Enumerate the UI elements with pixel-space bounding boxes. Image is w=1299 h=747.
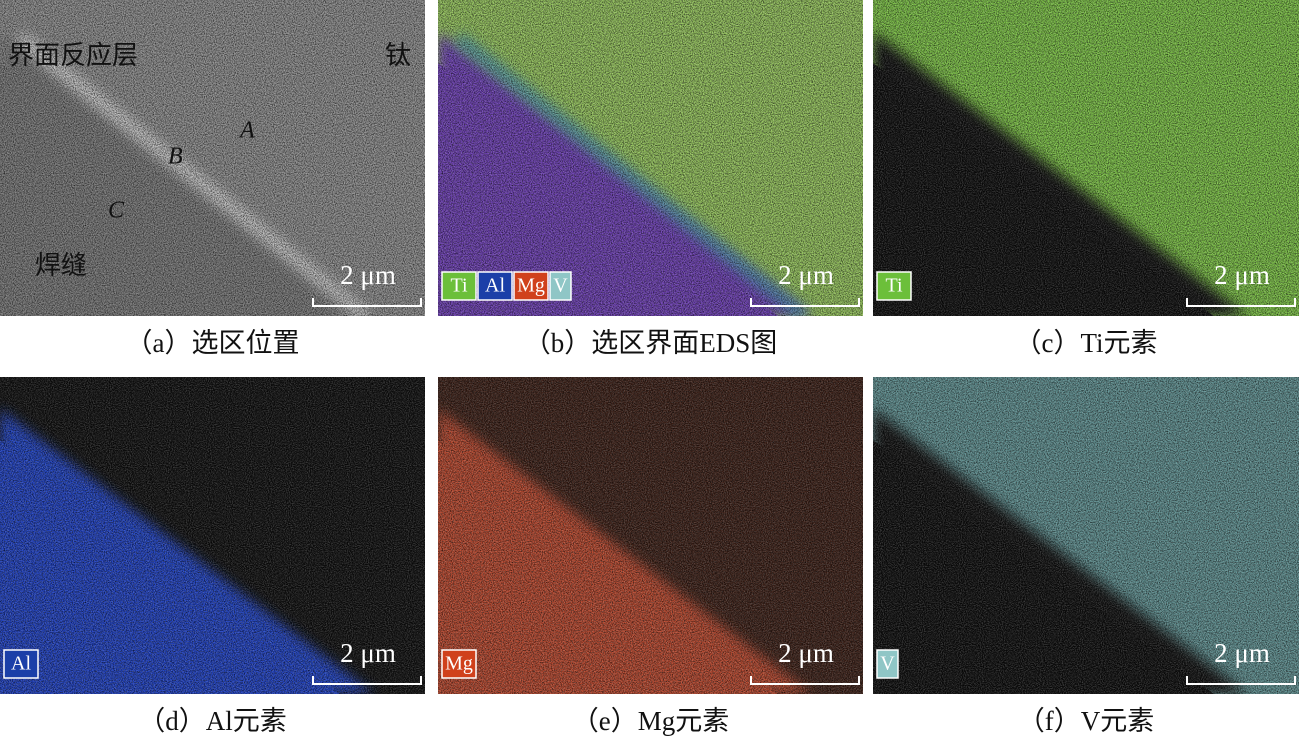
scale-bar: [312, 676, 422, 685]
annotation: 界面反应层: [8, 41, 138, 70]
texture-light: [0, 0, 425, 316]
element-tag: V: [553, 275, 568, 297]
element-tag: Ti: [885, 275, 903, 297]
element-tag-box: [876, 271, 912, 301]
scale-bar-label: 2 μm: [1214, 260, 1270, 290]
caption: （e）Mg元素: [572, 706, 730, 736]
panel: Ti Al Mg V 2 μm （b）选区界面EDS图: [438, 0, 863, 358]
element-tag-box: [3, 649, 39, 679]
element-tag-box: [549, 271, 572, 301]
element-tag: Ti: [450, 275, 468, 297]
annotation: A: [238, 118, 255, 144]
scale-bar: [750, 298, 860, 307]
scale-bar-label: 2 μm: [778, 260, 834, 290]
micrograph: [0, 377, 425, 694]
micrograph: [873, 0, 1299, 316]
scale-bar: [1186, 298, 1296, 307]
texture-light: [438, 0, 863, 316]
panel: 界面反应层 钛 A B C 焊缝 2 μm （a）选区位置: [0, 0, 425, 358]
element-tag-box: [441, 649, 477, 679]
caption: （f）V元素: [1018, 706, 1155, 736]
caption: （d）Al元素: [138, 706, 287, 736]
annotation: 焊缝: [35, 251, 87, 280]
annotation: B: [168, 144, 183, 170]
scale-bar: [1186, 676, 1296, 685]
caption: （b）选区界面EDS图: [524, 328, 778, 358]
panel: Al 2 μm （d）Al元素: [0, 377, 425, 736]
panel: Mg 2 μm （e）Mg元素: [438, 377, 863, 736]
panel: Ti 2 μm （c）Ti元素: [873, 0, 1299, 358]
scale-bar: [312, 298, 422, 307]
caption: （a）选区位置: [126, 328, 300, 358]
texture-light: [873, 0, 1299, 316]
element-tag: Mg: [517, 275, 545, 297]
micrograph: [0, 0, 425, 316]
scale-bar-label: 2 μm: [340, 260, 396, 290]
element-tag: V: [880, 653, 895, 675]
element-tag-box: [441, 271, 477, 301]
panel: V 2 μm （f）V元素: [873, 377, 1299, 736]
micrograph: [438, 0, 863, 316]
element-tag: Al: [11, 653, 31, 675]
scale-bar: [750, 676, 860, 685]
scale-bar-label: 2 μm: [1214, 638, 1270, 668]
texture-light: [438, 377, 863, 694]
element-tag: Al: [485, 275, 505, 297]
element-tag: Mg: [445, 653, 473, 675]
scale-bar-label: 2 μm: [340, 638, 396, 668]
annotation: 钛: [385, 41, 411, 70]
element-tag-box: [513, 271, 549, 301]
scale-bar-label: 2 μm: [778, 638, 834, 668]
caption: （c）Ti元素: [1014, 328, 1157, 358]
texture-light: [0, 377, 425, 694]
element-tag-box: [477, 271, 513, 301]
annotation: C: [108, 198, 125, 224]
texture-light: [873, 377, 1299, 694]
micrograph: [873, 377, 1299, 694]
element-tag-box: [876, 649, 899, 679]
micrograph: [438, 377, 863, 694]
